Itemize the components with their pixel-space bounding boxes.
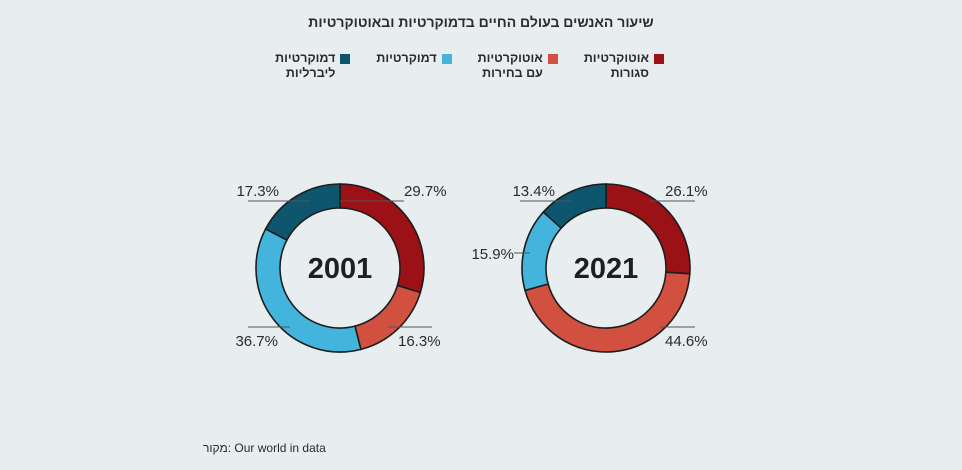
donut-chart-2021: 26.1% 44.6% 15.9% 13.4% 2021	[471, 183, 708, 353]
legend-swatch	[340, 54, 351, 64]
slice-value-label: 26.1%	[665, 183, 708, 200]
donut-chart-2001: 29.7% 16.3% 36.7% 17.3% 2001	[235, 183, 447, 353]
slice-value-label: 13.4%	[512, 183, 555, 200]
legend-swatch	[547, 54, 558, 64]
slice-value-label: 36.7%	[235, 333, 278, 350]
legend-item-democracies: דמוקרטיות	[376, 51, 452, 81]
slice-value-label: 17.3%	[236, 183, 279, 200]
legend-label: דמוקרטיות	[376, 51, 437, 65]
donut-center-year: 2001	[308, 253, 373, 285]
donut-slice	[264, 183, 341, 242]
legend-label: אוטוקרטיות עם בחירות	[477, 51, 543, 80]
slice-value-label: 29.7%	[404, 183, 447, 200]
legend-item-electoral-autocracies: אוטוקרטיות עם בחירות	[478, 51, 558, 81]
slice-value-label: 15.9%	[471, 246, 514, 263]
legend-item-liberal-democracies: דמוקרטיות ליברליות	[275, 51, 351, 81]
legend: אוטוקרטיות סגורות אוטוקרטיות עם בחירות ד…	[275, 51, 664, 81]
donut-center-year: 2021	[574, 253, 639, 285]
legend-label: דמוקרטיות ליברליות	[275, 51, 336, 80]
donut-slice	[542, 183, 607, 230]
slice-value-label: 44.6%	[665, 333, 708, 350]
slice-value-label: 16.3%	[398, 333, 441, 350]
legend-label: אוטוקרטיות סגורות	[583, 51, 649, 80]
chart-title: שיעור האנשים בעולם החיים בדמוקרטיות ובאו…	[308, 14, 654, 30]
source-note: מקור: Our world in data	[203, 441, 326, 455]
legend-item-closed-autocracies: אוטוקרטיות סגורות	[584, 51, 664, 81]
legend-swatch	[654, 54, 664, 64]
legend-swatch	[441, 54, 452, 64]
